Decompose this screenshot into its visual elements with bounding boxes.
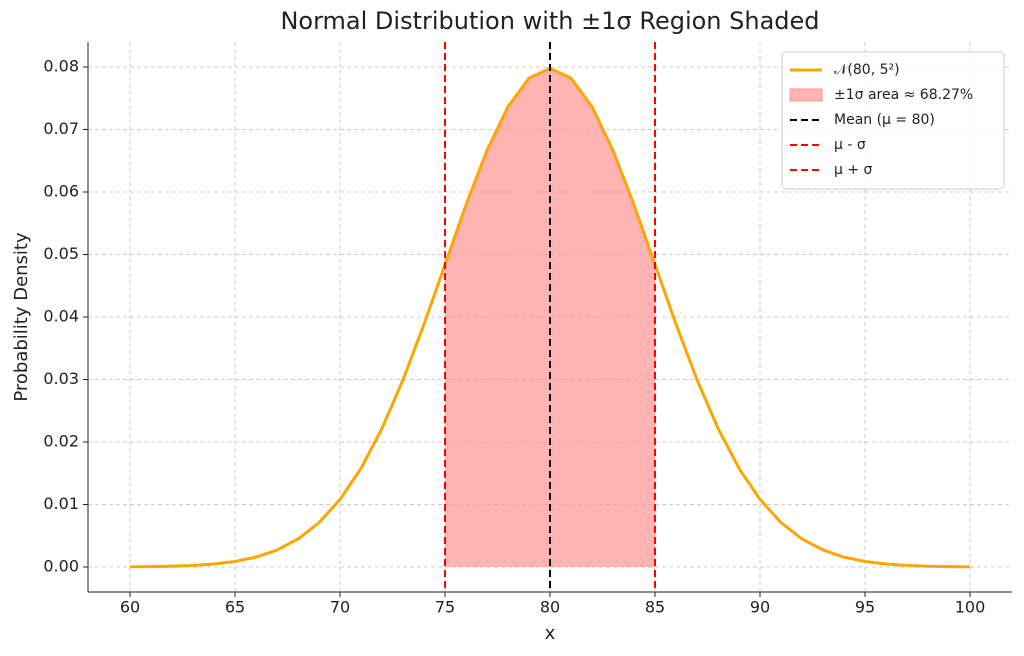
y-tick-label: 0.00 <box>43 557 79 576</box>
y-axis-label: Probability Density <box>11 232 32 402</box>
x-tick-label: 85 <box>645 598 665 617</box>
x-tick-label: 100 <box>955 598 986 617</box>
y-tick-label: 0.07 <box>43 119 79 138</box>
legend: 𝒩(80, 5²) ±1σ area ≈ 68.27% Mean (μ = 80) μ… <box>781 51 1005 190</box>
legend-label: μ - σ <box>834 137 866 153</box>
y-tick-label: 0.01 <box>43 494 79 513</box>
y-tick-label: 0.03 <box>43 369 79 388</box>
legend-swatch <box>789 88 823 102</box>
x-axis-label: x <box>545 623 556 644</box>
y-tick-label: 0.05 <box>43 244 79 263</box>
y-tick-label: 0.02 <box>43 432 79 451</box>
x-tick-label: 90 <box>750 598 770 617</box>
x-tick-label: 95 <box>855 598 875 617</box>
x-tick-label: 65 <box>225 598 245 617</box>
x-tick-label: 70 <box>330 598 350 617</box>
legend-label: ±1σ area ≈ 68.27% <box>834 87 973 103</box>
legend-label: 𝒩(80, 5²) <box>834 62 900 78</box>
x-tick-label: 80 <box>540 598 560 617</box>
x-tick-label: 75 <box>435 598 455 617</box>
chart-title: Normal Distribution with ±1σ Region Shad… <box>280 7 819 35</box>
y-tick-label: 0.04 <box>43 307 79 326</box>
legend-box <box>781 51 1005 190</box>
legend-label: μ + σ <box>834 162 873 178</box>
y-tick-label: 0.08 <box>43 57 79 76</box>
x-tick-label: 60 <box>120 598 140 617</box>
legend-label: Mean (μ = 80) <box>834 112 935 128</box>
y-tick-label: 0.06 <box>43 182 79 201</box>
